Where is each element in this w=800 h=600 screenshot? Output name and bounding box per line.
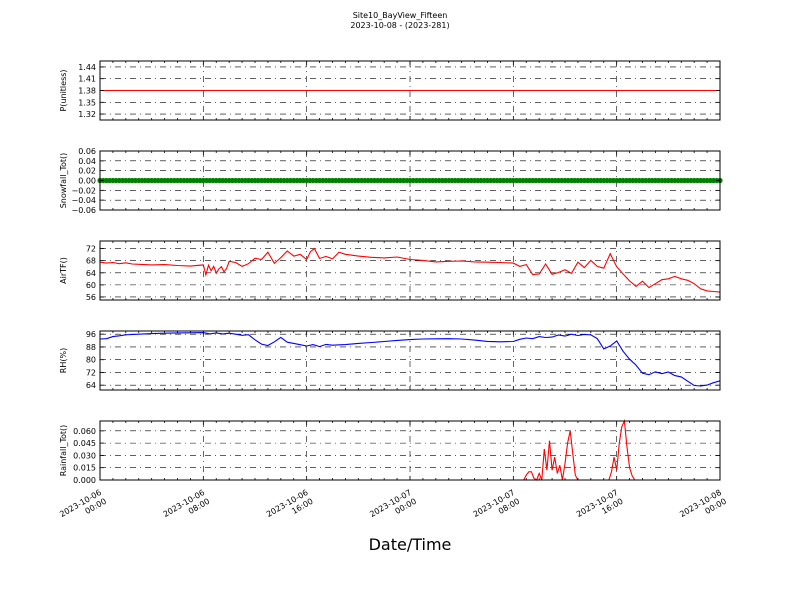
- y-axis-label: RH(%): [59, 348, 68, 373]
- y-tick-label: 68: [86, 257, 96, 266]
- y-axis-label: Snowfall_Tot(): [59, 153, 68, 209]
- y-axis-label: AirTF(): [59, 257, 68, 284]
- y-tick-label: 1.44: [78, 63, 96, 72]
- y-tick-label: 64: [86, 381, 96, 390]
- y-tick-label: 72: [86, 245, 96, 254]
- y-tick-label: 72: [86, 368, 96, 377]
- panel-5: 0.000 0.015 0.030 0.045 0.060 Rainfall_Tot(): [59, 418, 721, 485]
- x-axis-label: Date/Time: [369, 535, 452, 554]
- series-line: [99, 247, 721, 293]
- series-line: [99, 332, 721, 387]
- y-axis-label: Rainfall_Tot(): [59, 425, 68, 477]
- x-tick-label: 2023-10-0600:00: [58, 488, 108, 528]
- x-tick-label: 2023-10-0800:00: [678, 488, 728, 528]
- y-tick-label: 1.32: [78, 110, 96, 119]
- x-tick-label: 2023-10-0616:00: [265, 488, 315, 528]
- y-tick-label: 1.35: [78, 98, 96, 107]
- y-tick-label: −0.02: [71, 186, 96, 195]
- y-tick-label: 0.00: [78, 177, 96, 186]
- y-tick-label: 60: [86, 281, 96, 290]
- y-tick-label: 0.06: [78, 147, 96, 156]
- panel-2: −0.06−0.04−0.020.000.020.040.06 Snowfall_…: [59, 147, 723, 215]
- y-tick-label: 0.04: [78, 157, 96, 166]
- y-tick-label: 0.045: [73, 439, 96, 448]
- y-tick-label: 0.02: [78, 167, 96, 176]
- y-tick-label: 0.060: [73, 427, 96, 436]
- y-tick-label: 0.000: [73, 476, 96, 485]
- panel-1: 1.32 1.35 1.38 1.41 1.44 P(unitless): [59, 60, 721, 121]
- panels-group: 1.321.351.381.411.44P(unitless)−0.06−0.0…: [59, 60, 723, 485]
- y-tick-label: −0.06: [71, 206, 96, 215]
- y-tick-label: 96: [86, 330, 96, 339]
- y-tick-label: 64: [86, 269, 96, 278]
- y-tick-label: 1.41: [78, 75, 96, 84]
- panel-3: 56 60 64 68 72 AirTF(): [59, 240, 721, 302]
- chart-subtitle: 2023-10-08 - (2023-281): [350, 21, 450, 30]
- x-tick-label: 2023-10-0708:00: [472, 488, 522, 528]
- y-tick-label: 1.38: [78, 87, 96, 96]
- y-tick-label: 56: [86, 293, 96, 302]
- y-axis-label: P(unitless): [59, 69, 68, 111]
- chart-title: Site10_BayView_Fifteen: [352, 11, 448, 20]
- y-tick-label: 0.015: [73, 464, 96, 473]
- y-tick-label: 80: [86, 356, 96, 365]
- shared-x-axis: 2023-10-0600:00 2023-10-0608:00 2023-10-06…: [58, 488, 728, 528]
- y-tick-label: 0.030: [73, 451, 96, 460]
- x-tick-label: 2023-10-0700:00: [368, 488, 418, 528]
- x-tick-label: 2023-10-0716:00: [575, 488, 625, 528]
- x-tick-label: 2023-10-0608:00: [162, 488, 212, 528]
- y-tick-label: 88: [86, 343, 96, 352]
- y-tick-label: −0.04: [71, 196, 96, 205]
- panel-4: 64 72 80 88 96 RH(%): [59, 330, 721, 391]
